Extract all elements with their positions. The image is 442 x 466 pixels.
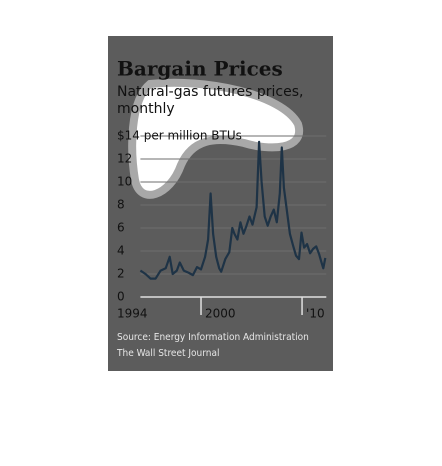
y-tick-label: 12 [117,152,132,166]
y-tick-label: 8 [117,198,125,212]
x-tick-label: '10 [306,307,325,321]
y-tick-label: 2 [117,267,125,281]
chart-subtitle: Natural-gas futures prices, monthly [117,84,304,117]
price-line [139,140,327,280]
y-tick-label: $14 per million BTUs [117,129,242,143]
source: Source: Energy Information Administratio… [117,332,309,343]
y-tick-label: 4 [117,244,125,258]
y-tick-label: 0 [117,290,125,304]
credit: The Wall Street Journal [116,348,219,359]
overlay-blob [128,78,304,199]
y-tick-label: 6 [117,221,125,235]
x-tick-label: 1994 [117,307,148,321]
subtitle-box: Natural-gas futures prices, monthly [117,84,304,117]
y-tick-label: 10 [117,175,132,189]
chart-title: Bargain Prices [117,57,283,81]
x-tick-label: 2000 [205,307,236,321]
